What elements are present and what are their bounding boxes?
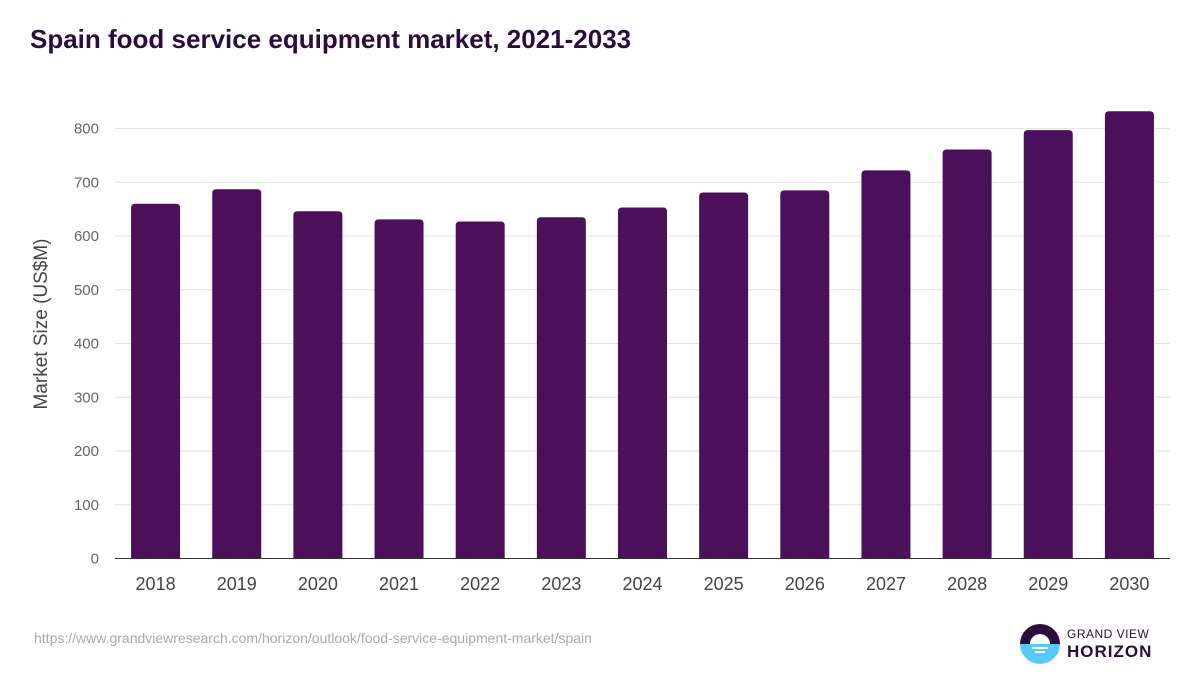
y-tick-label: 200 [74, 443, 99, 460]
x-tick-label: 2021 [379, 574, 419, 594]
bar-2028 [942, 149, 992, 559]
x-tick-label: 2019 [217, 574, 257, 594]
y-tick-label: 800 [74, 121, 99, 138]
bar-2022 [455, 221, 505, 559]
y-tick-label: 700 [74, 174, 99, 191]
logo-line2: HORIZON [1067, 642, 1153, 661]
bar-2018 [131, 203, 181, 559]
logo-line1: GRAND VIEW [1067, 627, 1150, 641]
bar-2030 [1104, 111, 1154, 559]
bar-2026 [780, 190, 830, 559]
x-tick-label: 2018 [136, 574, 176, 594]
bar-2020 [293, 211, 343, 559]
bar-2029 [1023, 130, 1073, 559]
bar-2025 [699, 192, 749, 559]
x-tick-label: 2027 [866, 574, 906, 594]
x-tick-label: 2028 [947, 574, 987, 594]
bar-2021 [374, 219, 424, 559]
y-tick-label: 400 [74, 336, 99, 353]
y-axis-label: Market Size (US$M) [31, 238, 52, 409]
bar-2023 [536, 217, 586, 559]
y-tick-label: 600 [74, 228, 99, 245]
y-tick-label: 300 [74, 389, 99, 406]
x-tick-label: 2026 [785, 574, 825, 594]
grand-view-horizon-logo: GRAND VIEW HORIZON [1019, 623, 1159, 665]
chart-title: Spain food service equipment market, 202… [30, 24, 632, 54]
bar-2019 [212, 189, 262, 559]
x-tick-label: 2030 [1109, 574, 1149, 594]
x-tick-label: 2029 [1028, 574, 1068, 594]
x-tick-label: 2022 [460, 574, 500, 594]
y-tick-label: 500 [74, 282, 99, 299]
x-tick-label: 2024 [622, 574, 662, 594]
bar-2024 [618, 207, 667, 559]
y-tick-label: 0 [91, 551, 99, 568]
x-tick-label: 2025 [704, 574, 744, 594]
x-tick-label: 2020 [298, 574, 338, 594]
bar-2027 [861, 170, 911, 559]
source-url[interactable]: https://www.grandviewresearch.com/horizo… [34, 630, 592, 646]
y-tick-label: 100 [74, 497, 99, 514]
horizon-logo-icon [1020, 624, 1060, 664]
bar-chart: 0 100 200 300 400 500 600 700 800 2018 2019 2020 202… [31, 111, 1170, 594]
x-tick-label: 2023 [541, 574, 581, 594]
